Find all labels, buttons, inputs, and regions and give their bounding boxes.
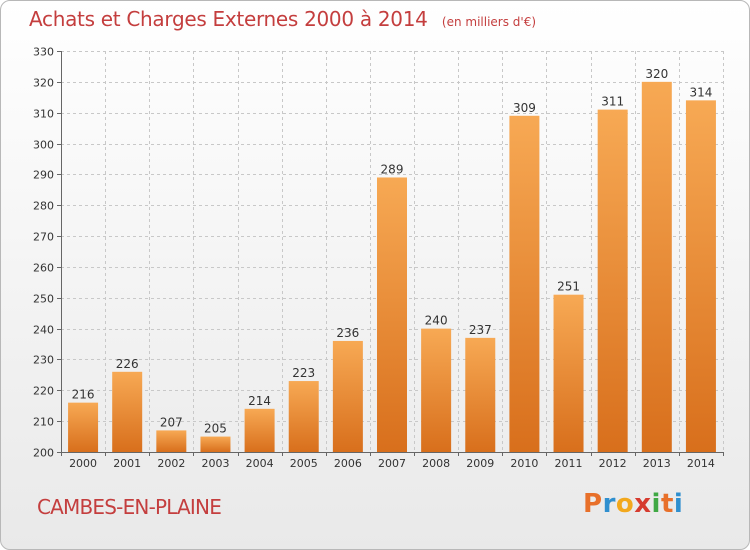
bar (597, 109, 628, 452)
chart-title-block: Achats et Charges Externes 2000 à 2014 (… (29, 7, 536, 31)
y-tick-label: 250 (33, 293, 54, 306)
y-tick-label: 260 (33, 262, 54, 275)
bar (641, 81, 672, 452)
bar (200, 436, 231, 452)
x-tick-label: 2005 (290, 457, 318, 470)
x-tick-label: 2000 (69, 457, 97, 470)
y-tick-label: 220 (33, 385, 54, 398)
bar-value-label: 240 (425, 314, 448, 328)
commune-name: CAMBES-EN-PLAINE (37, 495, 222, 519)
y-tick-label: 210 (33, 416, 54, 429)
y-tick-label: 270 (33, 231, 54, 244)
bar-value-label: 309 (513, 101, 536, 115)
logo-letter: o (615, 489, 635, 519)
bar-value-label: 237 (469, 323, 492, 337)
x-tick-label: 2004 (246, 457, 274, 470)
logo-letter: t (660, 489, 674, 519)
x-tick-label: 2003 (201, 457, 229, 470)
y-tick-label: 300 (33, 139, 54, 152)
bars (68, 81, 716, 453)
x-tick-label: 2008 (422, 457, 450, 470)
bar-value-label: 214 (248, 394, 271, 408)
bar (509, 115, 540, 453)
bar (377, 177, 407, 452)
axes: 200 210 220 230 240 250 260 270 280 290 300 310 320 3… (33, 46, 724, 470)
bar (112, 371, 143, 452)
bar (553, 294, 584, 452)
proxiti-logo[interactable]: Proxiti (583, 489, 683, 519)
bar-value-label: 311 (601, 95, 624, 109)
bar (685, 100, 716, 452)
bar-value-label: 236 (336, 326, 359, 340)
bar-value-label: 223 (292, 366, 315, 380)
bar-value-label: 314 (689, 85, 712, 99)
chart-subtitle: (en milliers d'€) (441, 15, 537, 29)
y-tick-label: 320 (33, 77, 54, 90)
bar-value-label: 226 (116, 357, 139, 371)
x-tick-label: 2006 (334, 457, 362, 470)
bar-value-label: 320 (645, 67, 668, 81)
x-tick-label: 2010 (510, 457, 538, 470)
bar (465, 337, 496, 452)
bar-value-label: 207 (160, 415, 183, 429)
x-tick-label: 2001 (113, 457, 141, 470)
x-tick-label: 2014 (687, 457, 715, 470)
bar (244, 408, 275, 452)
x-tick-label: 2011 (555, 457, 583, 470)
y-tick-label: 240 (33, 324, 54, 337)
chart-title: Achats et Charges Externes 2000 à 2014 (29, 7, 428, 31)
logo-letter: i (651, 489, 661, 519)
data-labels: 216 226 207 205 214 223 236 289 240 237 309 251 311 3… (72, 67, 713, 436)
bar-value-label: 289 (381, 162, 404, 176)
x-tick-label: 2002 (157, 457, 185, 470)
bar (421, 328, 452, 452)
x-tick-label: 2009 (466, 457, 494, 470)
y-tick-label: 280 (33, 200, 54, 213)
y-tick-label: 230 (33, 354, 54, 367)
y-tick-label: 310 (33, 108, 54, 121)
y-tick-label: 330 (33, 46, 54, 59)
bar (288, 381, 319, 452)
x-tick-label: 2007 (378, 457, 406, 470)
bar-value-label: 205 (204, 422, 227, 436)
logo-letter: i (673, 489, 684, 519)
logo-letter: r (602, 489, 616, 519)
logo-letter: x (634, 489, 652, 519)
bar (332, 340, 363, 452)
y-tick-label: 200 (33, 447, 54, 460)
bar-value-label: 251 (557, 280, 580, 294)
x-tick-label: 2013 (643, 457, 671, 470)
logo-letter: P (583, 489, 603, 519)
bar-value-label: 216 (72, 388, 95, 402)
bar (68, 402, 99, 452)
x-tick-label: 2012 (599, 457, 627, 470)
y-tick-label: 290 (33, 169, 54, 182)
bar (156, 430, 187, 452)
